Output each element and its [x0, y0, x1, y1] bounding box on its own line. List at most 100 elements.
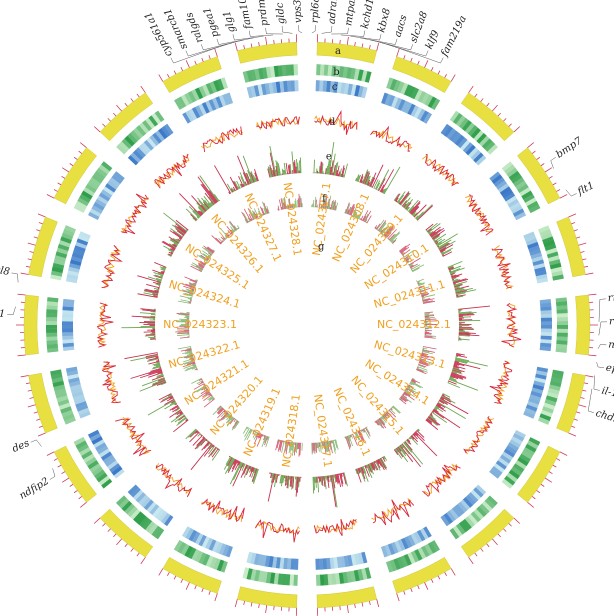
heatmap-cell [47, 347, 59, 353]
heatmap-cell [55, 251, 68, 259]
histogram-bar [153, 275, 163, 279]
histogram-bar [249, 467, 254, 478]
ideogram-segment [28, 372, 58, 434]
heatmap-cell [394, 540, 402, 553]
tick-mark [243, 600, 245, 606]
histogram-bar [370, 462, 375, 470]
histogram-bar [434, 407, 438, 410]
tick-mark [27, 404, 36, 408]
histogram-bar [179, 193, 202, 217]
histogram-bar [225, 236, 228, 239]
histogram-bar [264, 212, 266, 215]
heatmap-cell [77, 443, 89, 453]
tick-mark [497, 112, 501, 117]
histogram-bar [236, 227, 239, 230]
histogram-bar [403, 250, 414, 258]
histogram-bar [160, 275, 164, 278]
histogram-bar [215, 237, 222, 244]
tick-mark [33, 411, 38, 414]
histogram-bar [400, 396, 407, 402]
heatmap-cell [100, 451, 113, 461]
gene-leader-line [311, 25, 316, 34]
ideogram-segment [556, 372, 586, 434]
histogram-bar [230, 226, 235, 233]
gene-label: flt1 [575, 180, 596, 198]
histogram-bar [211, 449, 221, 461]
histogram-bar [203, 383, 206, 386]
histogram-bar [399, 247, 407, 254]
histogram-bar [153, 365, 161, 369]
histogram-bar [266, 205, 270, 214]
heatmap-cell [100, 189, 113, 199]
histogram-bar [255, 213, 258, 219]
heatmap-cell [552, 274, 564, 281]
heatmap-cell [407, 85, 416, 98]
heatmap-cell [527, 241, 539, 250]
heatmap-cell [279, 557, 285, 569]
histogram-bar [370, 185, 373, 188]
heatmap-cell [66, 273, 79, 280]
ideogram-segment [316, 586, 377, 609]
histogram-bar [205, 388, 208, 390]
line-series-red [155, 463, 193, 498]
histogram-bar [188, 206, 201, 218]
line-series-red [422, 464, 461, 497]
histogram-bar [436, 403, 442, 407]
heatmap-cell [350, 84, 357, 96]
heatmap-cell [465, 494, 476, 506]
histogram-bar [169, 401, 176, 405]
histogram-bar [368, 176, 374, 187]
histogram-bar [294, 160, 297, 174]
histogram-bar [339, 168, 342, 177]
tick-mark [556, 458, 561, 461]
gene-label: il-16 [601, 386, 614, 402]
histogram-bar [224, 458, 235, 474]
heatmap-cell [242, 71, 250, 83]
heatmap-cell [506, 167, 518, 178]
heatmap-cell [487, 144, 499, 155]
histogram-bar [175, 238, 181, 243]
histogram-bar [436, 242, 442, 246]
histogram-bar [145, 353, 158, 358]
histogram-bar [400, 444, 404, 449]
line-series-red [491, 248, 512, 289]
histogram-bar [441, 394, 451, 400]
tick-mark [354, 603, 356, 608]
heatmap-cell [535, 370, 548, 377]
heatmap-cell [220, 560, 228, 573]
histogram-bar [379, 417, 386, 424]
histogram-bar [292, 203, 294, 208]
histogram-bar [333, 474, 337, 483]
heatmap-cell [83, 453, 95, 463]
histogram-bar [277, 205, 280, 211]
histogram-bar [405, 257, 409, 261]
histogram-bar [318, 197, 321, 208]
ideogram-segment [575, 294, 591, 356]
line-series-orange [200, 501, 243, 523]
histogram-bar [230, 229, 234, 234]
histogram-bar [279, 440, 282, 450]
histogram-bar [364, 465, 370, 477]
histogram-bar [182, 235, 184, 237]
heatmap-cell [62, 328, 74, 333]
histogram-bar [389, 409, 391, 411]
histogram-bar [176, 230, 185, 237]
heatmap-cell [94, 442, 107, 452]
heatmap-cell [124, 135, 136, 147]
histogram-bar [458, 334, 470, 337]
histogram-bar [437, 245, 440, 248]
inner-histogram-track [175, 193, 438, 457]
histogram-bar [327, 160, 331, 175]
tick-mark [78, 150, 83, 154]
heatmap-cell [357, 85, 364, 98]
heatmap-cell [91, 466, 104, 476]
histogram-bar [454, 286, 460, 289]
histogram-bar [199, 390, 210, 397]
histogram-bar [452, 278, 459, 282]
tick-mark [508, 123, 512, 127]
line-series-red [424, 153, 459, 187]
tick-mark [585, 375, 594, 378]
histogram-bar [225, 413, 230, 418]
histogram-bar [231, 229, 235, 233]
histogram-bar [350, 434, 353, 439]
